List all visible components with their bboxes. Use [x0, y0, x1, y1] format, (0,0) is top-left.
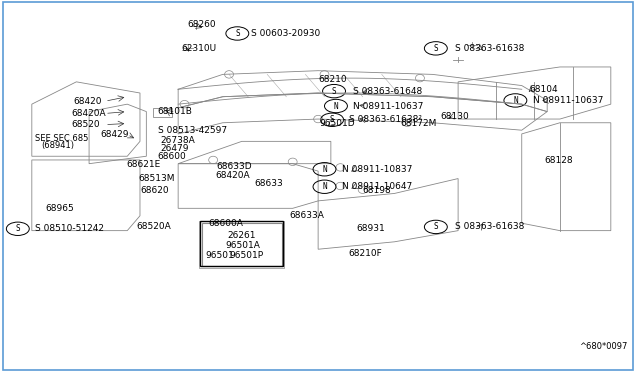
- Text: S: S: [433, 44, 438, 53]
- Text: ^680*0097: ^680*0097: [579, 342, 627, 351]
- Text: 68620: 68620: [140, 186, 168, 195]
- Text: 68520: 68520: [71, 120, 100, 129]
- Text: 68621E: 68621E: [126, 160, 160, 169]
- Bar: [153, 108, 172, 117]
- Text: S 08363-61638²: S 08363-61638²: [349, 115, 422, 124]
- Text: 96501P: 96501P: [229, 251, 263, 260]
- Text: 68128: 68128: [544, 156, 573, 165]
- Text: 68513M: 68513M: [139, 174, 175, 183]
- Text: S: S: [330, 115, 335, 124]
- Text: 68633: 68633: [255, 179, 284, 187]
- Bar: [198, 221, 284, 268]
- Text: N: N: [322, 182, 327, 191]
- Text: 62310U: 62310U: [181, 44, 216, 53]
- Text: S: S: [15, 224, 20, 233]
- Text: SEE SEC.685: SEE SEC.685: [35, 134, 88, 143]
- Text: S 08363-61638: S 08363-61638: [455, 222, 524, 231]
- Text: 68420A: 68420A: [71, 109, 106, 118]
- Text: N 08911-10837: N 08911-10837: [342, 165, 413, 174]
- Text: 96501: 96501: [205, 251, 234, 260]
- Text: S: S: [433, 222, 438, 231]
- Text: S: S: [235, 29, 239, 38]
- Text: 68600A: 68600A: [209, 219, 244, 228]
- Text: 68420A: 68420A: [215, 171, 250, 180]
- Text: 68104: 68104: [529, 85, 558, 94]
- Text: 96501A: 96501A: [226, 241, 260, 250]
- Text: N: N: [322, 165, 327, 174]
- Text: S 08363-61648: S 08363-61648: [353, 87, 422, 96]
- Bar: [202, 223, 282, 266]
- Text: 68420: 68420: [73, 97, 102, 106]
- Text: 68965: 68965: [46, 204, 75, 213]
- Text: N 08911-10647: N 08911-10647: [342, 182, 413, 191]
- Text: (68941): (68941): [42, 141, 74, 150]
- Text: S 08510-51242: S 08510-51242: [35, 224, 104, 233]
- Text: 68101B: 68101B: [158, 107, 193, 116]
- Text: 68633D: 68633D: [216, 162, 252, 171]
- Text: N 08911-10637: N 08911-10637: [353, 102, 424, 110]
- Text: 68198: 68198: [363, 186, 392, 195]
- Text: 68600: 68600: [158, 153, 186, 161]
- Text: 68130: 68130: [440, 112, 469, 121]
- Text: 68633A: 68633A: [289, 211, 324, 219]
- Text: 26479: 26479: [161, 144, 189, 153]
- Text: 68172M: 68172M: [401, 119, 437, 128]
- Text: S 00603-20930: S 00603-20930: [252, 29, 321, 38]
- Text: S: S: [332, 87, 337, 96]
- Text: 26738A: 26738A: [161, 136, 195, 145]
- Text: 68210: 68210: [318, 76, 347, 84]
- Text: N: N: [513, 96, 518, 105]
- Text: 68210F: 68210F: [349, 249, 383, 258]
- Text: S 08363-61638: S 08363-61638: [455, 44, 524, 53]
- Text: 68260: 68260: [188, 20, 216, 29]
- Text: N: N: [333, 102, 339, 110]
- Text: 68520A: 68520A: [137, 222, 172, 231]
- Text: N 08911-10637: N 08911-10637: [533, 96, 604, 105]
- Text: 68931: 68931: [356, 224, 385, 233]
- Text: 68429: 68429: [100, 130, 129, 139]
- Text: S 08513-42597: S 08513-42597: [158, 126, 227, 135]
- Bar: [200, 221, 283, 266]
- Text: 96501D: 96501D: [319, 119, 355, 128]
- Text: 26261: 26261: [228, 231, 256, 240]
